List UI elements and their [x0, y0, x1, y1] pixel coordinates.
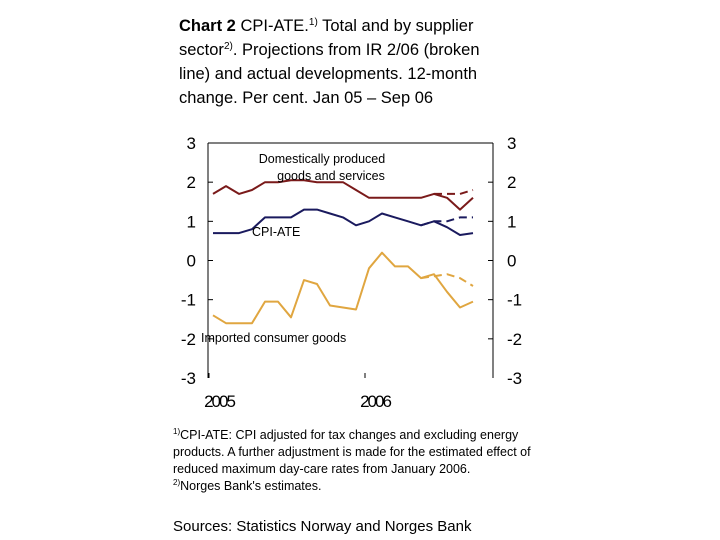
footnote-2-marker: 2) — [173, 478, 181, 487]
title-footnote-marker-2: 2) — [223, 41, 233, 52]
footnote-2-text: Norges Bank's estimates. — [180, 479, 322, 493]
footnote-1-text: CPI-ATE: CPI adjusted for tax changes an… — [173, 428, 531, 476]
y-tick-label-left: -2 — [181, 330, 196, 349]
y-tick-label-right: -1 — [507, 291, 522, 310]
y-tick-label-left: -1 — [181, 291, 196, 310]
footnote-1: 1)CPI-ATE: CPI adjusted for tax changes … — [173, 427, 553, 478]
series-annotations: Domestically produced goods and services… — [201, 152, 385, 345]
x-tick-label: 2006 — [360, 392, 391, 411]
x-ticks: 2005 2006 — [204, 373, 393, 411]
chart-number: Chart 2 — [179, 17, 236, 35]
sources-note: Sources: Statistics Norway and Norges Ba… — [173, 518, 472, 535]
title-part-1: CPI-ATE. — [235, 17, 309, 35]
y-tick-label-right: -3 — [507, 369, 522, 388]
series-lines — [212, 179, 474, 325]
series-line-domestically-produced-goods-and-services — [212, 179, 474, 211]
footnotes: 1)CPI-ATE: CPI adjusted for tax changes … — [173, 427, 553, 495]
y-tick-label-left: 0 — [187, 252, 196, 271]
y-tick-label-right: 2 — [507, 173, 516, 192]
chart-title: Chart 2 CPI-ATE.1) Total and by supplier… — [179, 14, 499, 110]
annotation-imported: Imported consumer goods — [201, 331, 346, 345]
title-footnote-marker-1: 1) — [308, 17, 318, 28]
series-line-imported-consumer-goods-projection-ir-2-06 — [420, 273, 474, 287]
series-line-cpi-ate-projection-ir-2-06 — [420, 216, 473, 227]
title-part-3: . Projections from IR 2/06 (broken line)… — [179, 41, 480, 107]
series-line-domestically-produced-goods-and-services-projection-ir-2-06 — [434, 189, 474, 195]
y-tick-label-left: 3 — [187, 134, 196, 153]
x-tick-label: 2005 — [204, 392, 235, 411]
y-tick-label-left: 2 — [187, 173, 196, 192]
title-part-2: Total and by supplier sector — [179, 17, 474, 59]
y-tick-label-right: 3 — [507, 134, 516, 153]
series-line-cpi-ate — [213, 208, 474, 236]
footnote-1-marker: 1) — [173, 427, 181, 436]
y-tick-label-right: 1 — [507, 212, 516, 231]
annotation-cpi-ate: CPI-ATE — [252, 225, 300, 239]
y-tick-label-left: -3 — [181, 369, 196, 388]
annotation-domestic-line1: Domestically produced — [259, 152, 385, 166]
y-ticks: 3 3 2 2 1 1 0 0 -1 -1 -2 -2 -3 -3 — [181, 134, 522, 388]
y-tick-label-left: 1 — [187, 212, 196, 231]
footnote-2: 2)Norges Bank's estimates. — [173, 478, 553, 495]
series-line-imported-consumer-goods — [212, 251, 474, 325]
y-tick-label-right: 0 — [507, 252, 516, 271]
y-tick-label-right: -2 — [507, 330, 522, 349]
annotation-domestic-line2: goods and services — [277, 169, 385, 183]
